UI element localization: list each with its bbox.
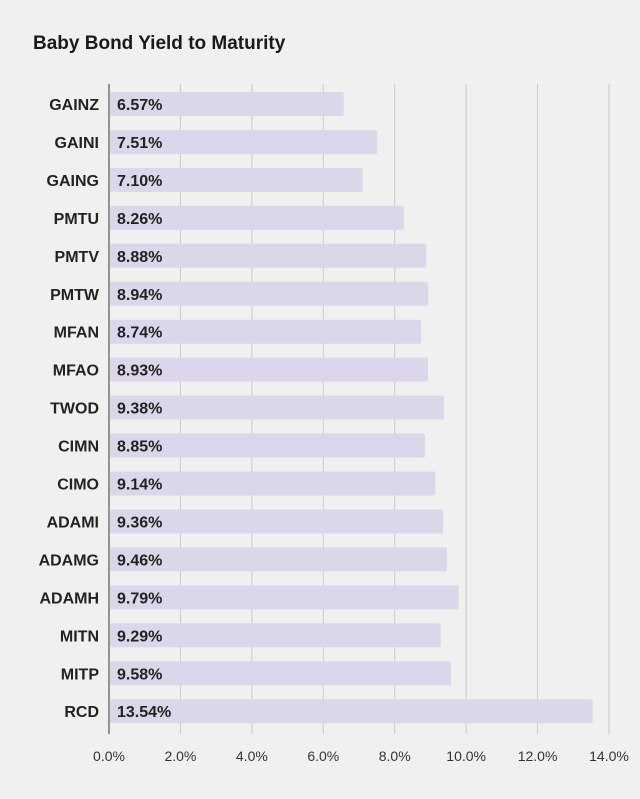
value-label: 8.93%	[117, 363, 162, 380]
bar-adami	[110, 509, 444, 534]
x-tick-label: 8.0%	[379, 748, 411, 764]
category-label: MITP	[61, 666, 100, 683]
bar-adamg	[110, 547, 447, 572]
bar-cimo	[110, 471, 436, 496]
category-label: ADAMH	[39, 590, 99, 607]
category-label: GAINZ	[49, 97, 99, 114]
category-label: ADAMI	[47, 514, 99, 531]
value-label: 8.85%	[117, 439, 162, 456]
value-label: 7.51%	[117, 135, 162, 152]
bar-gaing	[110, 167, 363, 192]
category-label: PMTU	[54, 211, 99, 228]
value-label: 13.54%	[117, 704, 171, 721]
chart-title: Baby Bond Yield to Maturity	[33, 33, 286, 54]
category-label: ADAMG	[39, 552, 99, 569]
value-label: 9.46%	[117, 552, 162, 569]
x-tick-label: 12.0%	[518, 748, 558, 764]
bar-rcd	[110, 699, 593, 724]
bar-gainz	[110, 92, 344, 116]
value-label: 6.57%	[117, 97, 162, 114]
value-label: 8.88%	[117, 249, 162, 266]
x-tick-label: 0.0%	[93, 748, 125, 764]
bar-pmtv	[110, 243, 427, 268]
category-label: MFAO	[53, 363, 99, 380]
value-label: 9.29%	[117, 628, 162, 645]
category-label: GAINI	[55, 135, 99, 152]
value-label: 9.38%	[117, 401, 162, 418]
category-label: CIMN	[58, 439, 99, 456]
bar-mfao	[110, 357, 428, 382]
category-label: RCD	[64, 704, 99, 721]
value-label: 9.36%	[117, 514, 162, 531]
x-tick-label: 6.0%	[307, 748, 339, 764]
x-tick-label: 10.0%	[446, 748, 486, 764]
value-label: 9.79%	[117, 590, 162, 607]
value-label: 9.58%	[117, 666, 162, 683]
x-tick-label: 4.0%	[236, 748, 268, 764]
bar-mfan	[110, 319, 422, 344]
category-label: MITN	[60, 628, 99, 645]
bar-cimn	[110, 433, 426, 458]
x-tick-label: 2.0%	[164, 748, 196, 764]
category-label: GAING	[47, 173, 99, 190]
bar-mitp	[110, 661, 452, 686]
x-tick-label: 14.0%	[589, 748, 629, 764]
category-label: MFAN	[54, 325, 99, 342]
bar-adamh	[110, 585, 459, 610]
bar-twod	[110, 395, 444, 420]
value-label: 8.74%	[117, 325, 162, 342]
category-label: CIMO	[57, 477, 99, 494]
value-label: 7.10%	[117, 173, 162, 190]
bar-gaini	[110, 129, 378, 154]
bar-pmtu	[110, 205, 404, 230]
value-label: 8.94%	[117, 287, 162, 304]
value-label: 8.26%	[117, 211, 162, 228]
labels: GAINZ 6.57% GAINI 7.51% GAING 7.10% PMTU 8.26% P…	[39, 97, 172, 721]
value-label: 9.14%	[117, 477, 162, 494]
bar-mitn	[110, 623, 441, 648]
x-axis-ticks: 0.0% 2.0% 4.0% 6.0% 8.0% 10.0% 12.0% 14.0%	[93, 748, 629, 764]
category-label: TWOD	[50, 401, 99, 418]
bar-pmtw	[110, 281, 429, 306]
category-label: PMTW	[50, 287, 100, 304]
bars	[110, 92, 593, 724]
category-label: PMTV	[55, 249, 100, 266]
